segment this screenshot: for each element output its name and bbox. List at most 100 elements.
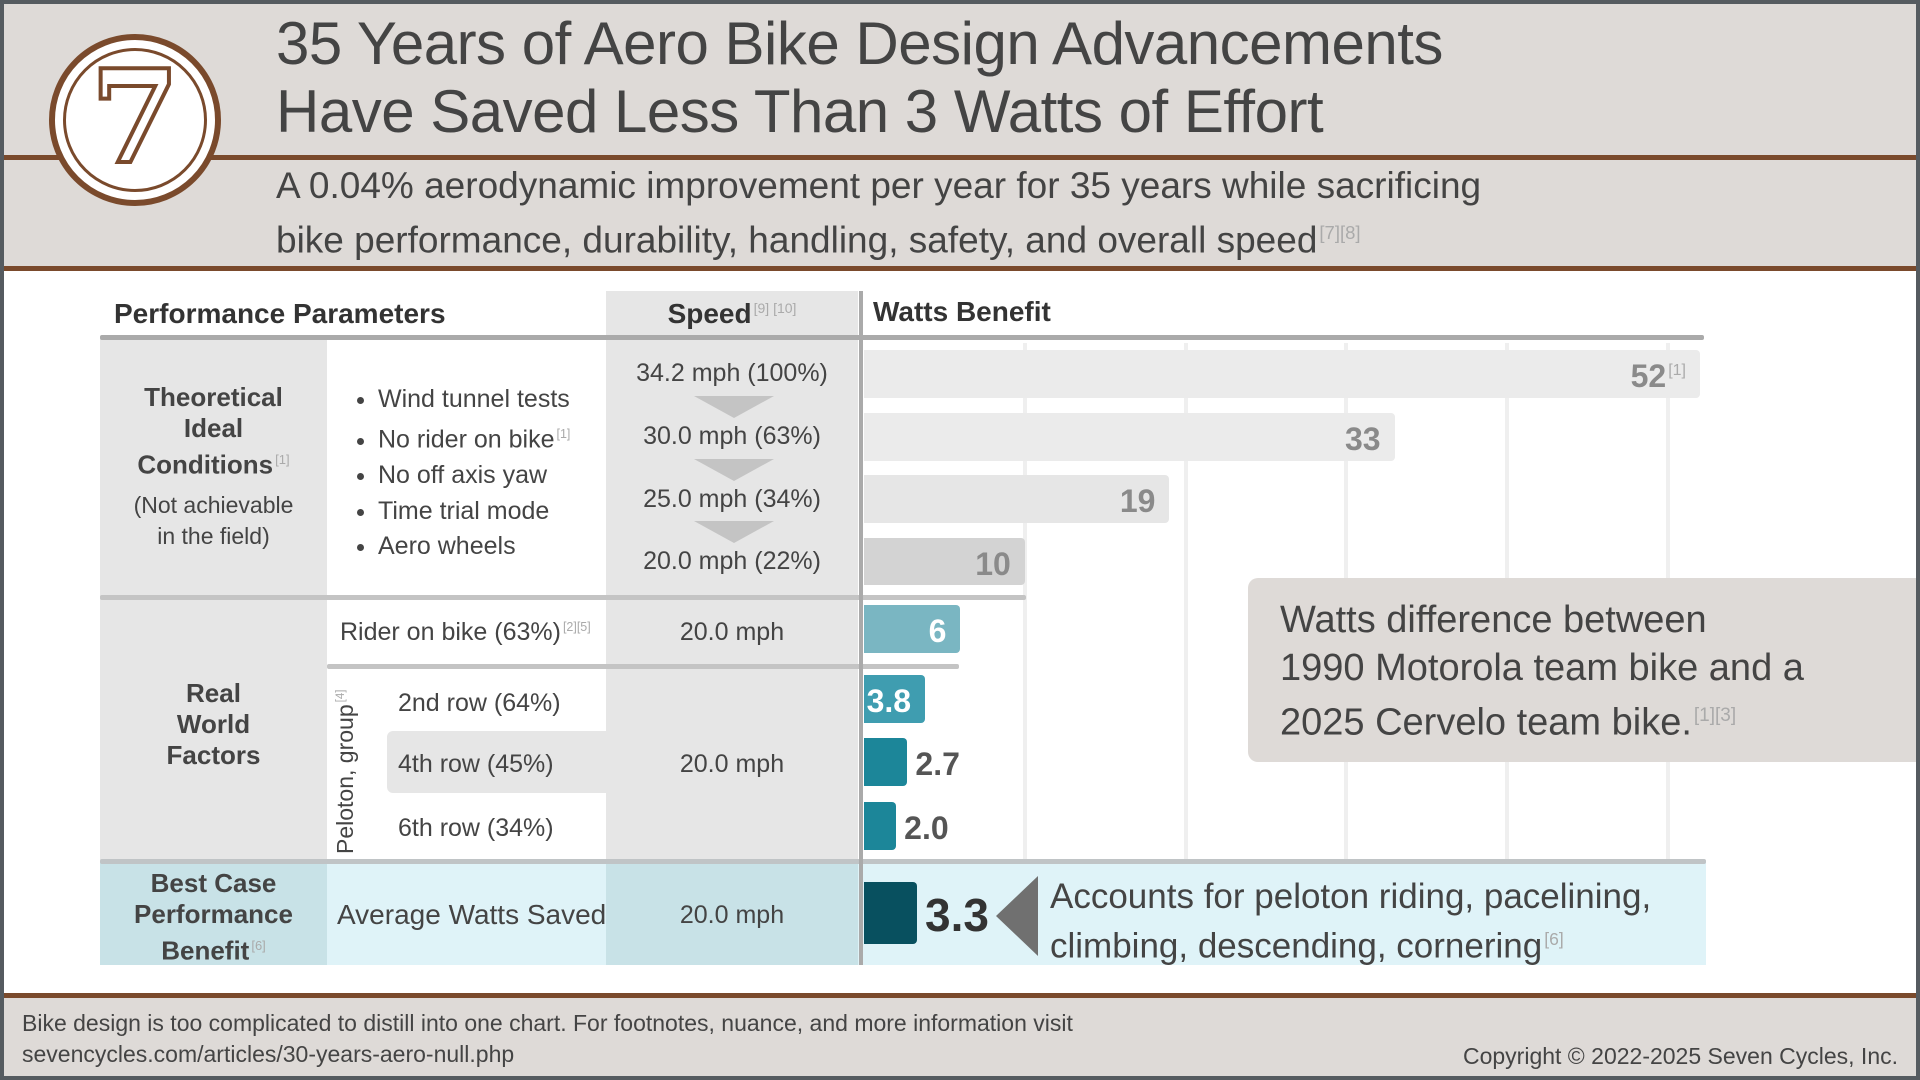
subtitle: A 0.04% aerodynamic improvement per year…	[276, 162, 1481, 263]
bar	[864, 802, 897, 850]
down-arrow-icon	[694, 521, 774, 543]
callout-box: Watts difference between 1990 Motorola t…	[1248, 578, 1916, 762]
logo-seven-glyph: 7	[88, 43, 181, 193]
bar-value-label: 33	[1344, 421, 1381, 457]
gridline	[1022, 343, 1027, 863]
footer: Bike design is too complicated to distil…	[4, 998, 1916, 1076]
speed-value: 20.0 mph (22%)	[643, 547, 821, 575]
speed-value: 20.0 mph	[679, 750, 785, 778]
bar	[864, 738, 908, 786]
real-world-label: Real World Factors	[100, 678, 327, 771]
footer-text: Bike design is too complicated to distil…	[22, 1010, 1073, 1036]
section-divider	[100, 595, 1026, 600]
peloton-vertical-label: Peloton, group[4]	[332, 664, 359, 854]
peloton-row: 2nd row (64%)	[398, 689, 561, 717]
label-line: Benefit	[161, 935, 250, 966]
title-line-1: 35 Years of Aero Bike Design Advancement…	[276, 10, 1443, 77]
speed-refs: [9] [10]	[753, 299, 797, 316]
bullet-text: No rider on bike	[378, 425, 555, 454]
bar	[864, 882, 918, 944]
section-divider	[327, 664, 959, 669]
label-line: Factors	[166, 740, 261, 770]
average-watts-saved-label: Average Watts Saved	[337, 899, 607, 930]
copyright: Copyright © 2022-2025 Seven Cycles, Inc.	[1462, 1043, 1898, 1069]
speed-value: 20.0 mph	[679, 901, 785, 929]
header-bottom-rule	[4, 266, 1916, 271]
speed-value: 25.0 mph (34%)	[643, 485, 821, 513]
note-line: Accounts for peloton riding, pacelining,	[1050, 877, 1652, 916]
label-line: Ideal	[183, 413, 244, 443]
ref: [1][3]	[1693, 705, 1737, 726]
peloton-row: 6th row (34%)	[398, 814, 554, 842]
theoretical-bullets: Wind tunnel tests No rider on bike[1] No…	[378, 382, 570, 564]
bullet-item: No off axis yaw	[378, 458, 570, 493]
ref: [1]	[556, 427, 571, 442]
note-line: in the field)	[157, 523, 270, 549]
section-divider	[100, 859, 1706, 864]
bar	[864, 350, 1700, 398]
callout-line: 2025 Cervelo team bike.	[1280, 701, 1692, 744]
header-divider	[4, 155, 1916, 160]
bar-value-label: 10	[975, 545, 1011, 582]
rider-on-bike-label: Rider on bike (63%) [2][5]	[340, 618, 591, 647]
bar	[864, 605, 961, 653]
gridline	[1183, 343, 1188, 863]
ref: [4]	[335, 689, 348, 703]
label-line: Best Case	[150, 868, 277, 898]
callout-text: Watts difference between 1990 Motorola t…	[1280, 596, 1804, 747]
theoretical-note: (Not achievable in the field)	[100, 490, 327, 552]
speed-label: Speed	[667, 298, 752, 329]
bar	[864, 413, 1395, 461]
footer-rule	[4, 993, 1916, 998]
subtitle-refs: [7][8]	[1319, 222, 1361, 243]
rider-text: Rider on bike (63%)	[340, 618, 561, 646]
page-title: 35 Years of Aero Bike Design Advancement…	[276, 10, 1443, 146]
col-header-watts: Watts Benefit	[873, 296, 1051, 327]
subtitle-line-2: bike performance, durability, handling, …	[276, 219, 1318, 261]
subtitle-line-1: A 0.04% aerodynamic improvement per year…	[276, 165, 1482, 206]
column-divider	[859, 291, 863, 965]
bar-value-label: 3.8	[866, 683, 912, 719]
bullet-item: No rider on bike[1]	[378, 417, 570, 458]
label-line: Conditions	[137, 449, 274, 480]
label-line: Performance	[134, 899, 293, 929]
speed-value: 34.2 mph (100%)	[636, 359, 828, 387]
peloton-row: 4th row (45%)	[398, 750, 554, 778]
label-line: Theoretical	[144, 382, 283, 412]
bar-value-label: 19	[1119, 483, 1156, 519]
callout-line: Watts difference between	[1280, 599, 1707, 641]
callout-line: 1990 Motorola team bike and a	[1280, 647, 1804, 689]
title-line-2: Have Saved Less Than 3 Watts of Effort	[276, 78, 1324, 145]
speed-value: 20.0 mph	[679, 618, 785, 646]
left-arrow-icon	[996, 876, 1038, 956]
ref: [1]	[275, 452, 290, 467]
bullet-item: Aero wheels	[378, 529, 570, 564]
best-case-note: Accounts for peloton riding, pacelining,…	[1050, 876, 1651, 968]
footer-url: sevencycles.com/articles/30-years-aero-n…	[22, 1041, 515, 1067]
row-highlight	[387, 731, 607, 793]
down-arrow-icon	[694, 459, 774, 481]
bar-value-label: 3.3	[925, 889, 989, 941]
peloton-text: Peloton, group	[332, 704, 358, 854]
bar	[864, 675, 926, 723]
infographic: 7 35 Years of Aero Bike Design Advanceme…	[4, 4, 1916, 1076]
header: 7 35 Years of Aero Bike Design Advanceme…	[4, 4, 1916, 266]
label-line: World	[176, 709, 251, 739]
seven-cycles-logo: 7	[49, 34, 221, 206]
bar-value-label: 52 [1]	[1630, 358, 1686, 394]
col-header-params: Performance Parameters	[114, 298, 446, 329]
best-case-speed-bg	[606, 862, 858, 965]
bar	[864, 538, 1025, 585]
note-line: climbing, descending, cornering	[1050, 926, 1543, 966]
ref: [2][5]	[562, 619, 591, 634]
bullet-item: Time trial mode	[378, 494, 570, 529]
bar-value-label: 6	[928, 613, 947, 649]
ref: [6]	[251, 938, 266, 953]
bullet-item: Wind tunnel tests	[378, 382, 570, 417]
speed-value: 30.0 mph (63%)	[643, 422, 821, 450]
bar-value-label: 2.0	[904, 810, 949, 846]
ref: [1]	[1668, 362, 1686, 380]
bar	[864, 475, 1170, 523]
label-line: Real	[186, 678, 241, 708]
theoretical-label: Theoretical Ideal Conditions [1]	[100, 382, 327, 481]
